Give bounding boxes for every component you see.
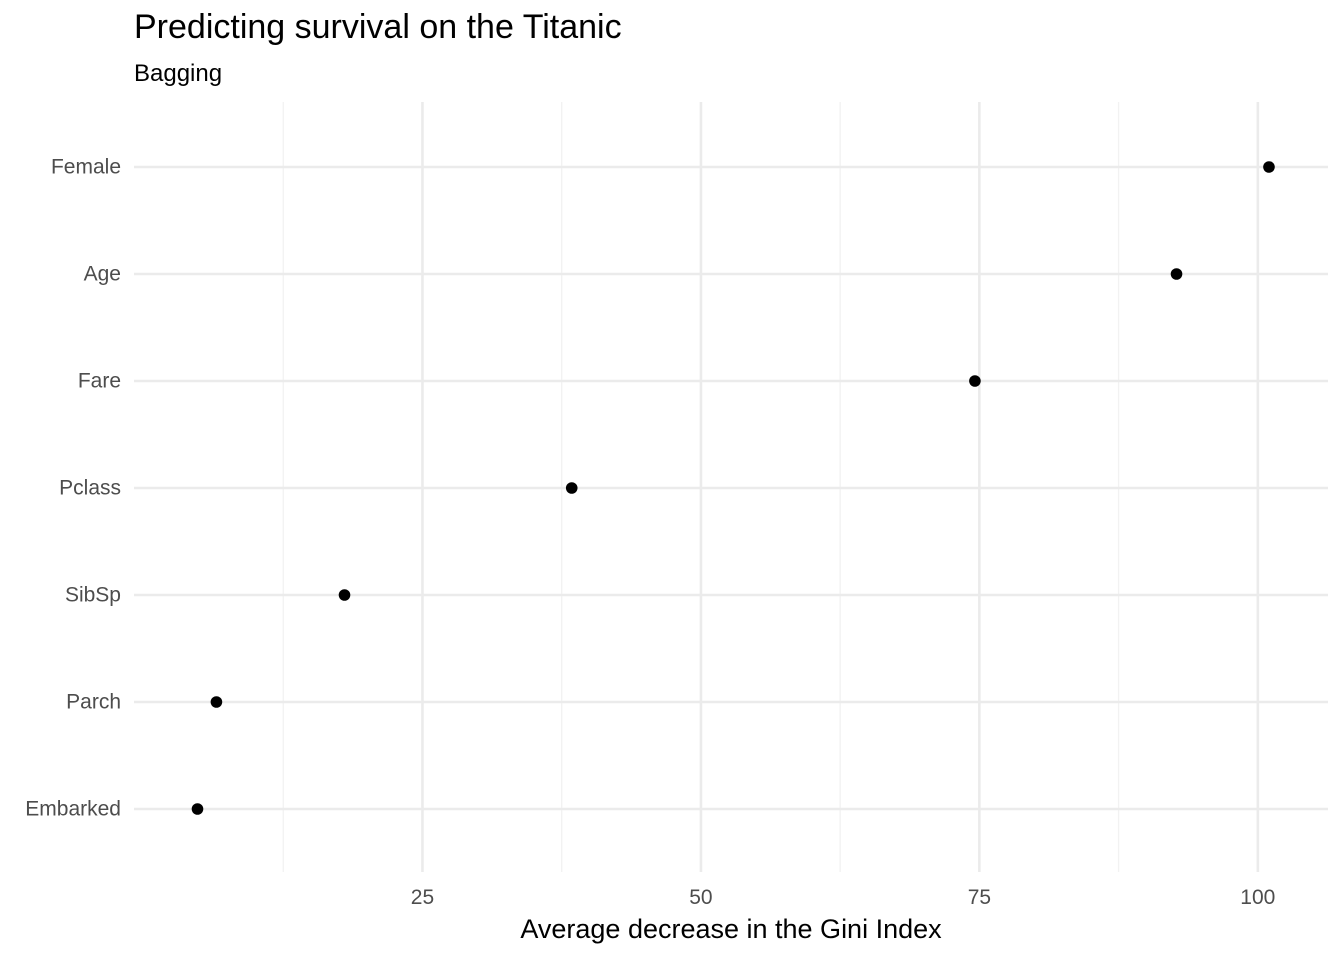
data-point-embarked: [191, 803, 204, 815]
x-axis-labels: 25 50 75 100: [411, 886, 1276, 909]
data-point-parch: [210, 696, 223, 708]
data-point-age: [1170, 268, 1183, 280]
y-tick-label: Age: [84, 263, 121, 286]
x-tick-label: 50: [689, 886, 712, 909]
data-point-sibsp: [338, 589, 351, 601]
y-tick-label: Female: [51, 156, 121, 179]
y-tick-label: Embarked: [25, 798, 121, 821]
data-points: [191, 161, 1275, 815]
y-axis-labels: Embarked Parch SibSp Pclass Fare Age Female: [25, 156, 121, 821]
x-axis-title: Average decrease in the Gini Index: [520, 914, 942, 944]
y-tick-label: Fare: [78, 370, 121, 393]
x-tick-label: 25: [411, 886, 434, 909]
chart-subtitle: Bagging: [134, 60, 223, 87]
data-point-fare: [969, 375, 981, 387]
chart-title: Predicting survival on the Titanic: [134, 8, 622, 46]
data-point-pclass: [565, 482, 578, 494]
y-tick-label: Parch: [66, 691, 121, 714]
x-tick-label: 75: [968, 886, 991, 909]
x-tick-label: 100: [1240, 886, 1275, 909]
y-tick-label: Pclass: [59, 477, 121, 500]
grid-lines: [134, 102, 1328, 872]
y-tick-label: SibSp: [65, 584, 121, 607]
data-point-female: [1263, 161, 1275, 173]
